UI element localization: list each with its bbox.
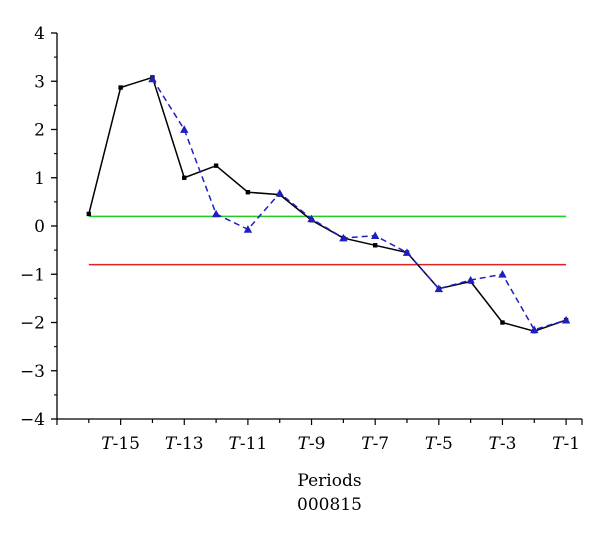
data-point xyxy=(561,315,571,324)
y-tick-label: −4 xyxy=(20,410,45,430)
y-tick-label: 4 xyxy=(34,24,45,44)
data-point xyxy=(243,225,253,233)
x-tick-label: T-11 xyxy=(229,434,268,454)
data-point xyxy=(370,231,380,240)
y-tick-label: 2 xyxy=(34,121,45,141)
axes xyxy=(56,33,582,420)
y-tick-label: 3 xyxy=(34,72,45,92)
data-point xyxy=(86,211,92,217)
x-axis-label: Periods xyxy=(297,471,361,491)
y-tick-label: 1 xyxy=(34,169,45,189)
data-point xyxy=(307,214,316,223)
data-point xyxy=(466,275,475,284)
data-point xyxy=(211,209,221,218)
y-tick-label: −3 xyxy=(20,362,45,382)
data-point xyxy=(498,270,507,278)
data-point xyxy=(434,284,444,293)
x-tick-label: T-3 xyxy=(489,434,517,454)
series-line-2 xyxy=(151,78,567,331)
data-point xyxy=(118,85,123,90)
data-point xyxy=(275,188,284,197)
series-line-1 xyxy=(88,76,567,332)
y-ticks: 4 3 2 1 0 −1 −2 −3 −4 xyxy=(20,24,57,430)
data-point xyxy=(213,163,219,168)
data-point xyxy=(245,190,251,195)
data-point xyxy=(180,125,189,133)
x-ticks: T-15 T-13 T-11 T-9 T-7 T-5 T-3 T-1 xyxy=(56,419,583,454)
chart-caption: 000815 xyxy=(297,495,362,515)
data-point xyxy=(402,248,412,256)
x-tick-label: T-13 xyxy=(165,434,204,454)
reference-lines xyxy=(88,215,567,266)
data-point xyxy=(500,320,505,325)
x-tick-label: T-1 xyxy=(552,434,580,454)
x-tick-label: T-15 xyxy=(101,434,140,454)
x-tick-label: T-7 xyxy=(361,434,389,454)
data-point xyxy=(182,175,187,180)
x-tick-label: T-5 xyxy=(425,434,453,454)
series-layer xyxy=(86,74,571,334)
y-tick-label: 0 xyxy=(34,217,45,237)
data-point xyxy=(339,233,348,242)
y-tick-label: −1 xyxy=(20,265,45,285)
data-point xyxy=(530,325,539,334)
data-point xyxy=(148,74,157,83)
y-tick-label: −2 xyxy=(20,314,45,334)
x-tick-label: T-9 xyxy=(298,434,326,454)
data-point xyxy=(372,243,378,248)
